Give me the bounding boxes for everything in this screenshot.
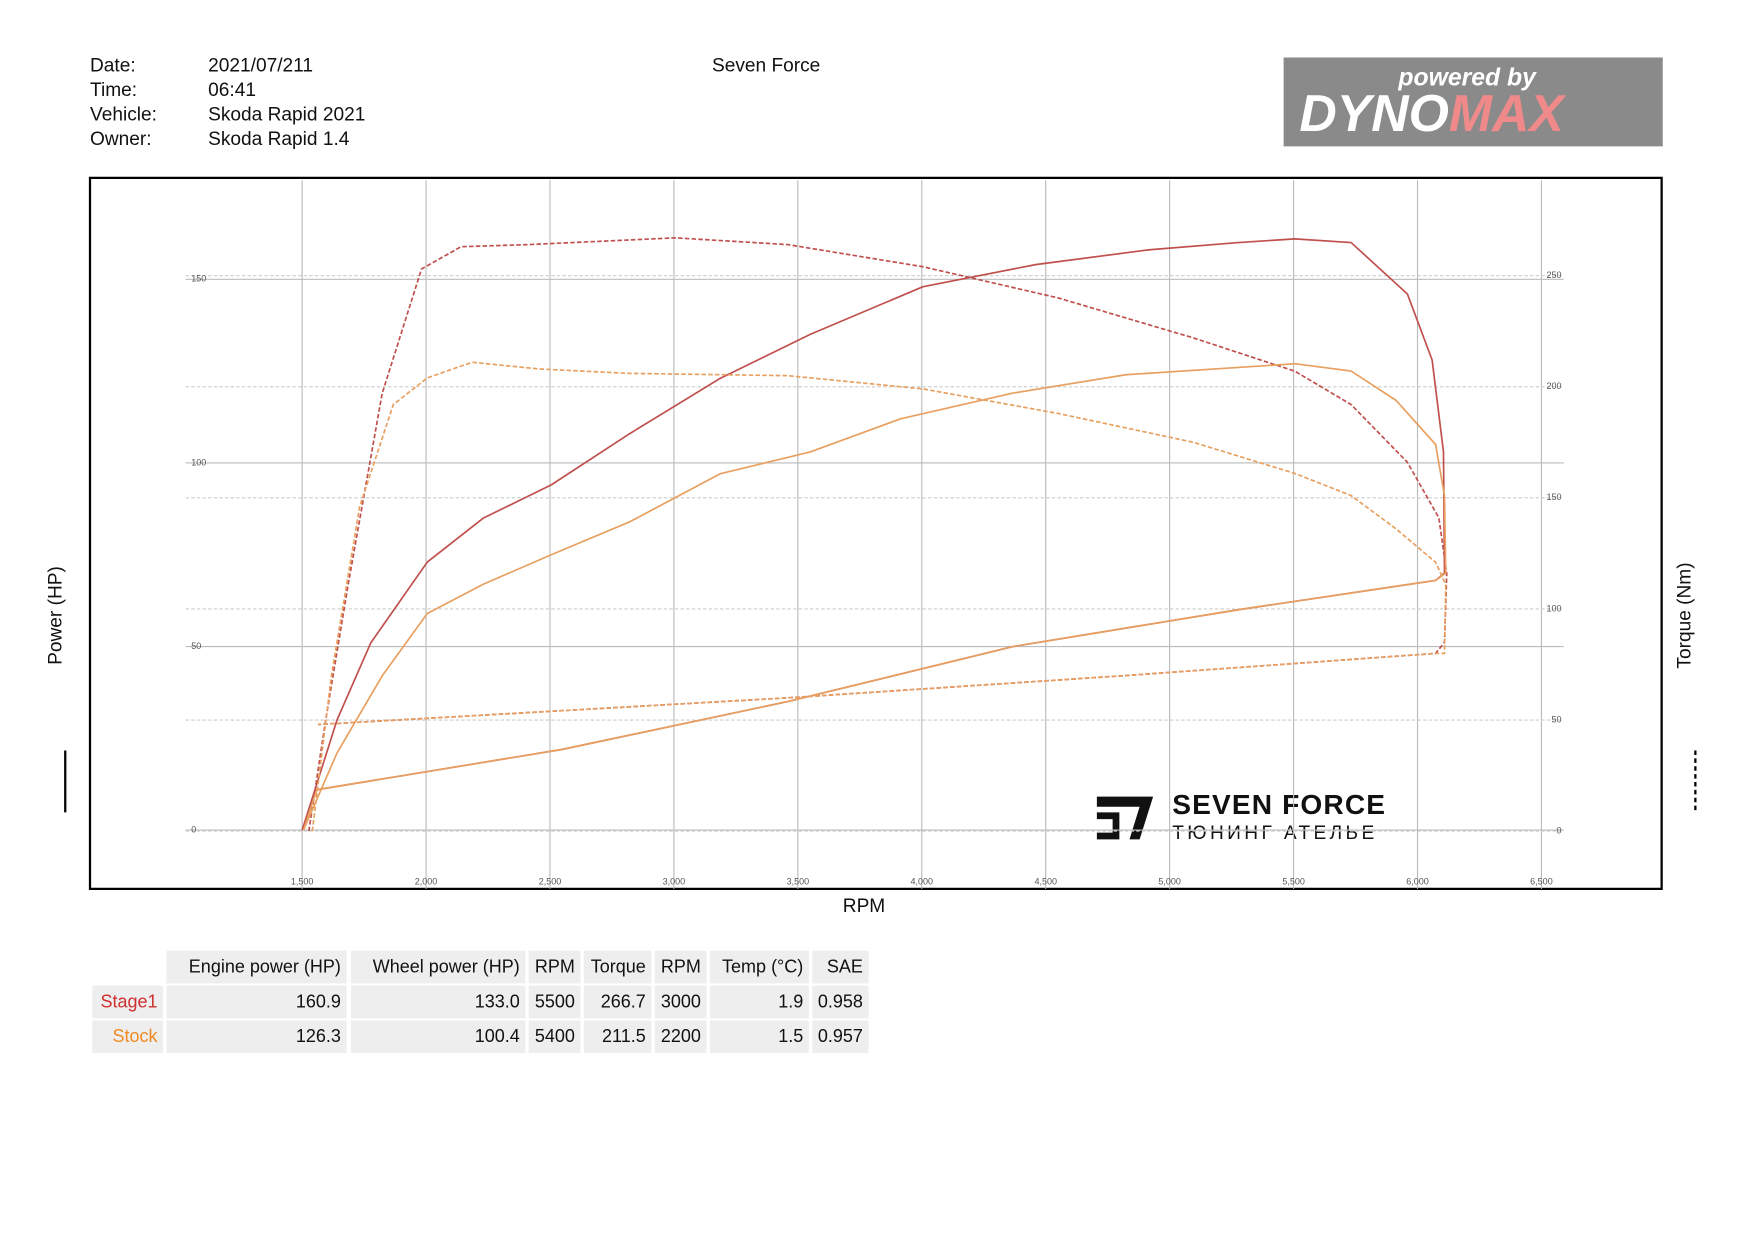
- row-label: Stock: [112, 1026, 158, 1046]
- table-value: 2200: [661, 1026, 701, 1046]
- table-cell: [812, 1020, 869, 1054]
- table-header: Engine power (HP): [189, 956, 341, 976]
- logo-text: DYNOMAX: [1299, 84, 1567, 142]
- table-cell: [709, 1020, 809, 1054]
- watermark-tagline: ТЮНИНГ АТЕЛЬЕ: [1172, 823, 1377, 844]
- table-cell: [92, 1020, 164, 1054]
- y2-tick-label: 250: [1546, 270, 1561, 280]
- table-header-cell: [812, 950, 869, 984]
- field-value: 06:41: [208, 80, 256, 101]
- y-tick-label: 50: [191, 641, 201, 651]
- table-cell: [166, 985, 347, 1019]
- y2-tick-label: 100: [1546, 603, 1561, 613]
- table-cell: [166, 1020, 347, 1054]
- logo-text: powered by: [1397, 64, 1537, 91]
- watermark: SEVEN FORCE ТЮНИНГ АТЕЛЬЕ: [1096, 789, 1386, 844]
- table-value: 126.3: [296, 1026, 341, 1046]
- table-value: 266.7: [601, 991, 646, 1011]
- logo-box: [1283, 57, 1663, 147]
- table-value: 160.9: [296, 991, 341, 1011]
- table-cell: [351, 985, 526, 1019]
- table-header: Torque: [591, 956, 646, 976]
- table-value: 5500: [535, 991, 575, 1011]
- x-tick-label: 2,000: [415, 877, 438, 887]
- table-header: Temp (°C): [722, 956, 803, 976]
- grid: [185, 180, 1564, 889]
- x-tick-label: 2,500: [539, 877, 562, 887]
- x-axis-label: RPM: [843, 896, 885, 917]
- x-tick-label: 5,000: [1158, 877, 1181, 887]
- table-header: RPM: [661, 956, 701, 976]
- y-axis-label: Power (HP): [45, 566, 66, 665]
- x-tick-label: 1,500: [291, 877, 314, 887]
- table-header-cell: [351, 950, 526, 984]
- series-line: [307, 236, 1448, 832]
- table-value: 1.9: [778, 991, 803, 1011]
- logo-part: MAX: [1449, 84, 1567, 142]
- table-value: 133.0: [475, 991, 520, 1011]
- series-line: [302, 362, 1447, 831]
- y-tick-label: 150: [191, 274, 206, 284]
- table-header: Wheel power (HP): [373, 956, 520, 976]
- table-cell: [528, 985, 581, 1019]
- x-tick-label: 6,000: [1406, 877, 1429, 887]
- table-value: 5400: [535, 1026, 575, 1046]
- row-label: Stage1: [100, 991, 157, 1011]
- x-tick-label: 4,500: [1034, 877, 1057, 887]
- field-label: Time:: [90, 80, 137, 101]
- table-cell: [351, 1020, 526, 1054]
- plot-frame: [88, 176, 1663, 890]
- table-header-cell: [528, 950, 581, 984]
- center-title: Seven Force: [712, 56, 820, 77]
- y-tick-label: 100: [191, 457, 206, 467]
- y2-axis-label: Torque (Nm): [1674, 562, 1695, 668]
- table-cell: [654, 1020, 707, 1054]
- table-value: 0.957: [818, 1026, 863, 1046]
- series-line: [301, 238, 1446, 831]
- table-value: 0.958: [818, 991, 863, 1011]
- watermark-brand: SEVEN FORCE: [1172, 789, 1386, 820]
- table-header-cell: [583, 950, 652, 984]
- table-cell: [709, 985, 809, 1019]
- y2-tick-label: 150: [1546, 492, 1561, 502]
- x-tick-label: 3,000: [663, 877, 686, 887]
- table-header-cell: [654, 950, 707, 984]
- table-header: SAE: [827, 956, 863, 976]
- table-cell: [583, 985, 652, 1019]
- logo-part: DYNO: [1299, 84, 1449, 142]
- table-cell: [812, 985, 869, 1019]
- x-tick-label: 6,500: [1530, 877, 1553, 887]
- watermark-icon: [1096, 796, 1154, 840]
- table-value: 3000: [661, 991, 701, 1011]
- table-header-cell: [709, 950, 809, 984]
- x-tick-label: 5,500: [1282, 877, 1305, 887]
- table-header: RPM: [535, 956, 575, 976]
- field-label: Owner:: [90, 129, 152, 150]
- field-value: Skoda Rapid 2021: [208, 104, 365, 125]
- y-tick-label: 0: [191, 824, 196, 834]
- table-value: 100.4: [475, 1026, 520, 1046]
- table-cell: [92, 985, 164, 1019]
- field-label: Date:: [90, 56, 136, 77]
- field-label: Vehicle:: [90, 104, 157, 125]
- x-tick-label: 4,000: [911, 877, 934, 887]
- table-value: 211.5: [602, 1026, 646, 1046]
- table-header-cell: [166, 950, 347, 984]
- table-value: 1.5: [778, 1026, 803, 1046]
- y2-tick-label: 200: [1546, 381, 1561, 391]
- field-value: 2021/07/211: [208, 56, 313, 77]
- table-cell: [528, 1020, 581, 1054]
- y2-tick-label: 0: [1556, 825, 1561, 835]
- table-cell: [583, 1020, 652, 1054]
- y2-tick-label: 50: [1551, 714, 1561, 724]
- series-line: [311, 361, 1447, 832]
- field-value: Skoda Rapid 1.4: [208, 129, 350, 150]
- table-cell: [654, 985, 707, 1019]
- x-tick-label: 3,500: [787, 877, 810, 887]
